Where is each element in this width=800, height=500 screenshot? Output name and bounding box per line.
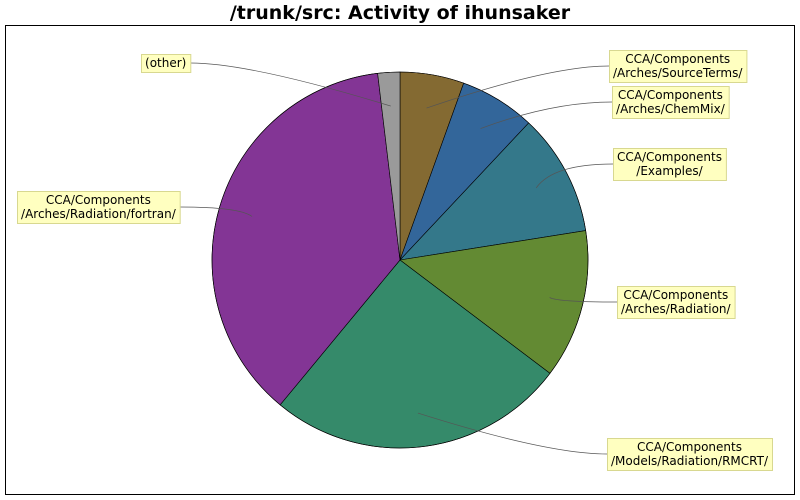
- leader-line: [417, 412, 608, 455]
- slice-labels: CCA/Components/Arches/SourceTerms/CCA/Co…: [17, 50, 773, 471]
- slice-label-box: [613, 148, 727, 181]
- leader-lines: [179, 62, 618, 455]
- slice-label: CCA/Components: [618, 88, 723, 102]
- leader-line: [480, 101, 613, 129]
- slice-label-box: [17, 191, 181, 224]
- pie-rim: [211, 71, 589, 449]
- slice-label: (other): [145, 56, 186, 70]
- slice-label: CCA/Components: [46, 193, 151, 207]
- slice-label: /Arches/ChemMix/: [616, 102, 726, 116]
- slice-label-box: [617, 286, 736, 319]
- slice-label: CCA/Components: [637, 440, 742, 454]
- slice-label: /Arches/Radiation/fortran/: [21, 207, 177, 221]
- leader-line: [179, 206, 253, 217]
- leader-line: [426, 65, 610, 109]
- slice-label: /Examples/: [636, 164, 703, 178]
- slice-label-box: [141, 54, 192, 73]
- slice-label: /Arches/Radiation/: [621, 302, 732, 316]
- slice-label: /Models/Radiation/RMCRT/: [611, 454, 769, 468]
- leader-line: [549, 297, 618, 303]
- leader-line: [535, 163, 614, 189]
- leader-line: [190, 62, 391, 107]
- slice-label: CCA/Components: [625, 52, 730, 66]
- slice-label: CCA/Components: [617, 150, 722, 164]
- slice-label: CCA/Components: [623, 288, 728, 302]
- slice-label-box: [612, 86, 730, 119]
- chart-title: /trunk/src: Activity of ihunsaker: [229, 2, 571, 24]
- slice-label-box: [609, 50, 748, 83]
- slice-label-box: [607, 438, 773, 471]
- slice-label: /Arches/SourceTerms/: [613, 66, 743, 80]
- pie-slices: [211, 71, 589, 449]
